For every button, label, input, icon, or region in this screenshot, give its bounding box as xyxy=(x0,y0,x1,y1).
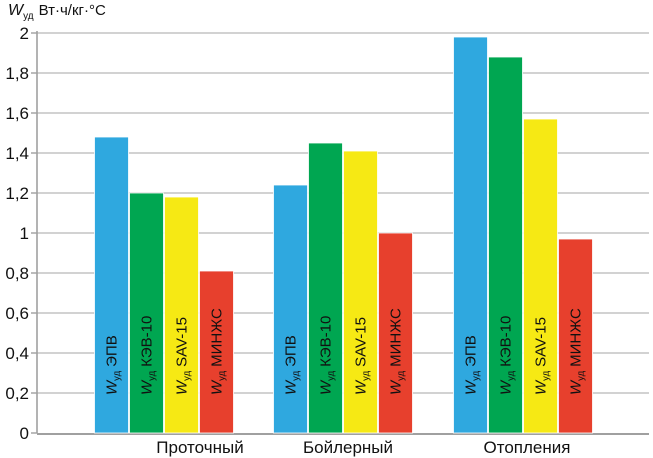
y-tick-label: 0,4 xyxy=(5,344,29,363)
bar-label-ЭПВ: Wуд ЭПВ xyxy=(463,335,482,395)
bar-label-name: КЭВ-10 xyxy=(318,316,335,367)
bar-МИНЖС-Отопления xyxy=(558,238,593,434)
bar-ЭПВ-Проточный xyxy=(94,136,129,434)
bar-label-name: ЭПВ xyxy=(283,335,300,367)
bar-label-symbol: W xyxy=(463,379,480,395)
y-tick-label: 0,2 xyxy=(5,384,29,403)
y-tick-label: 0,8 xyxy=(5,264,29,283)
y-tick-label: 1,6 xyxy=(5,104,29,123)
bar-label-name: ЭПВ xyxy=(104,335,121,367)
bar-label-SAV-15: Wуд SAV-15 xyxy=(174,317,193,395)
bar-SAV-15-Отопления xyxy=(523,118,558,434)
bar-label-name: ЭПВ xyxy=(463,335,480,367)
bar-label-subscript: уд xyxy=(576,370,587,380)
category-label: Отопления xyxy=(484,438,571,457)
bar-label-name: МИНЖС xyxy=(568,308,585,367)
y-tick-label: 0 xyxy=(20,424,29,443)
bar-label-name: МИНЖС xyxy=(209,308,226,367)
category-label: Проточный xyxy=(156,438,243,457)
bar-label-subscript: уд xyxy=(506,370,517,380)
y-tick-label: 1,4 xyxy=(5,144,29,163)
bar-label-symbol: W xyxy=(209,379,226,395)
bar-label-name: МИНЖС xyxy=(388,308,405,367)
bar-КЭВ-10-Отопления xyxy=(488,56,523,434)
bar-КЭВ-10-Проточный xyxy=(129,192,164,434)
bar-label-subscript: уд xyxy=(112,370,123,380)
bar-label-МИНЖС: Wуд МИНЖС xyxy=(388,308,407,395)
bar-label-symbol: W xyxy=(139,379,156,395)
bar-label-name: КЭВ-10 xyxy=(139,316,156,367)
bar-КЭВ-10-Бойлерный xyxy=(308,142,343,434)
bar-label-МИНЖС: Wуд МИНЖС xyxy=(568,308,587,395)
bar-label-subscript: уд xyxy=(396,370,407,380)
bar-SAV-15-Бойлерный xyxy=(343,150,378,434)
bar-label-subscript: уд xyxy=(217,370,228,380)
bar-label-subscript: уд xyxy=(361,370,372,380)
bar-label-SAV-15: Wуд SAV-15 xyxy=(353,317,372,395)
bar-label-name: КЭВ-10 xyxy=(498,316,515,367)
y-tick-label: 1 xyxy=(20,224,29,243)
bar-ЭПВ-Отопления xyxy=(453,36,488,434)
bar-ЭПВ-Бойлерный xyxy=(273,184,308,434)
bar-label-name: SAV-15 xyxy=(533,317,550,367)
y-axis-title-units: Вт·ч/кг·°С xyxy=(39,2,106,19)
y-tick-label: 1,8 xyxy=(5,64,29,83)
bar-label-symbol: W xyxy=(283,379,300,395)
y-axis-title-symbol: W xyxy=(8,2,25,19)
bar-label-symbol: W xyxy=(498,379,515,395)
bar-label-subscript: уд xyxy=(291,370,302,380)
bar-label-ЭПВ: Wуд ЭПВ xyxy=(283,335,302,395)
bar-label-symbol: W xyxy=(353,379,370,395)
bar-label-name: SAV-15 xyxy=(174,317,191,367)
bar-label-symbol: W xyxy=(318,379,335,395)
y-axis-title-subscript: уд xyxy=(23,11,34,22)
bar-label-subscript: уд xyxy=(326,370,337,380)
bar-label-symbol: W xyxy=(388,379,405,395)
y-axis-title: Wуд Вт·ч/кг·°С xyxy=(8,2,106,22)
axes: 0 0,2 0,4 0,6 0,8 1 1,2 1,4 1,6 1,8 2 xyxy=(5,24,649,443)
bar-label-subscript: уд xyxy=(541,370,552,380)
bar-label-subscript: уд xyxy=(147,370,158,380)
bar-label-КЭВ-10: Wуд КЭВ-10 xyxy=(318,316,337,395)
y-tick-label: 0,6 xyxy=(5,304,29,323)
bar-label-symbol: W xyxy=(104,379,121,395)
bar-label-subscript: уд xyxy=(182,370,193,380)
bar-SAV-15-Проточный xyxy=(164,196,199,434)
bar-МИНЖС-Проточный xyxy=(199,270,234,434)
category-label: Бойлерный xyxy=(303,438,393,457)
bar-МИНЖС-Бойлерный xyxy=(378,232,413,434)
bar-label-symbol: W xyxy=(533,379,550,395)
bar-label-symbol: W xyxy=(568,379,585,395)
bar-label-subscript: уд xyxy=(471,370,482,380)
bar-label-КЭВ-10: Wуд КЭВ-10 xyxy=(498,316,517,395)
bar-label-МИНЖС: Wуд МИНЖС xyxy=(209,308,228,395)
y-tick-label: 2 xyxy=(20,24,29,43)
y-tick-label: 1,2 xyxy=(5,184,29,203)
bar-label-name: SAV-15 xyxy=(353,317,370,367)
bar-label-symbol: W xyxy=(174,379,191,395)
labels: Wуд ЭПВ Wуд КЭВ-10 Wуд SAV-15 Wуд МИНЖС Проточны… xyxy=(104,308,587,457)
bars xyxy=(94,36,593,434)
bar-label-ЭПВ: Wуд ЭПВ xyxy=(104,335,123,395)
bar-label-SAV-15: Wуд SAV-15 xyxy=(533,317,552,395)
bar-label-КЭВ-10: Wуд КЭВ-10 xyxy=(139,316,158,395)
